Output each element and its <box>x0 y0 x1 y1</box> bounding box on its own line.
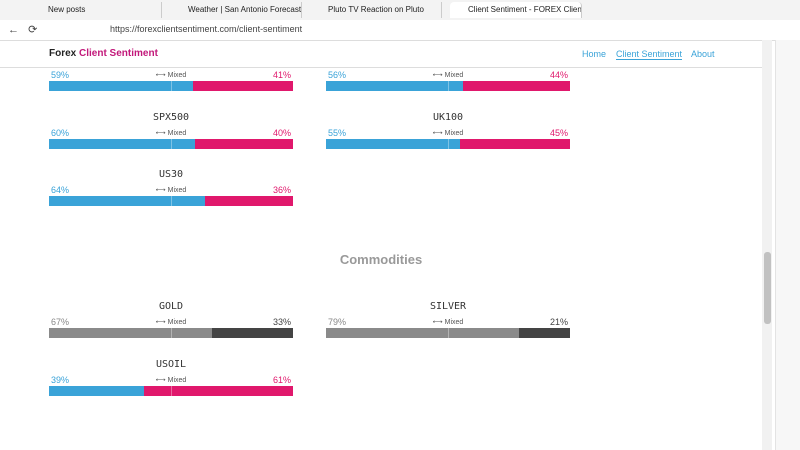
nav-link[interactable]: Home <box>582 49 607 59</box>
long-bar <box>49 386 145 396</box>
instrument-name: SILVER <box>429 301 467 312</box>
brand-accent[interactable]: Client Sentiment <box>79 48 158 59</box>
nav-link[interactable]: Client Sentiment <box>616 49 683 60</box>
instrument-name: USOIL <box>155 359 187 370</box>
nav-buttons[interactable]: ← ⟳ <box>8 24 38 36</box>
short-percent: 41% <box>272 70 291 80</box>
sentiment-label: ⟷ Mixed <box>155 130 187 137</box>
nav-link[interactable]: About <box>691 49 715 59</box>
long-percent: 64% <box>51 185 70 195</box>
midline <box>171 81 172 91</box>
long-bar <box>49 328 213 338</box>
short-bar <box>144 386 293 396</box>
instrument-name: UK100 <box>432 112 464 123</box>
sentiment-label: ⟷ Mixed <box>432 319 464 326</box>
short-bar <box>195 139 293 149</box>
midline <box>171 139 172 149</box>
sentiment-label: ⟷ Mixed <box>432 130 464 137</box>
long-bar <box>326 328 519 338</box>
long-percent: 39% <box>51 375 70 385</box>
instrument-name: SPX500 <box>152 112 190 123</box>
short-bar <box>192 81 293 91</box>
long-bar <box>326 81 463 91</box>
midline <box>448 139 449 149</box>
short-bar <box>460 139 570 149</box>
midline <box>448 81 449 91</box>
short-bar <box>462 81 570 91</box>
long-bar <box>49 139 196 149</box>
sentiment-label: ⟷ Mixed <box>155 319 187 326</box>
instrument-name: GOLD <box>158 301 184 312</box>
brand[interactable]: Forex <box>49 48 77 59</box>
long-percent: 59% <box>51 70 70 80</box>
short-percent: 36% <box>272 185 291 195</box>
scrollbar[interactable] <box>762 40 772 450</box>
sentiment-label: ⟷ Mixed <box>155 72 187 79</box>
tab[interactable]: New posts <box>30 2 162 18</box>
long-percent: 56% <box>328 70 347 80</box>
scroll-thumb[interactable] <box>764 252 771 324</box>
tab-bar: New posts Weather | San Antonio Forecast P… <box>0 0 800 20</box>
long-bar <box>49 81 193 91</box>
short-bar <box>205 196 293 206</box>
tab[interactable]: Pluto TV Reaction on Pluto <box>310 2 442 18</box>
long-percent: 55% <box>328 128 347 138</box>
address-bar: ← ⟳ https://forexclientsentiment.com/cli… <box>0 20 800 41</box>
site-header: Forex Client Sentiment Home Client Sentim… <box>0 41 762 68</box>
sidebar <box>775 40 800 450</box>
section-title: Commodities <box>339 252 423 267</box>
sentiment-label: ⟷ Mixed <box>155 377 187 384</box>
short-percent: 44% <box>549 70 568 80</box>
short-percent: 33% <box>272 317 291 327</box>
sentiment-label: ⟷ Mixed <box>155 187 187 194</box>
midline <box>171 328 172 338</box>
instrument-name: US30 <box>158 169 184 180</box>
url[interactable]: https://forexclientsentiment.com/client-… <box>110 24 303 34</box>
tab[interactable]: Weather | San Antonio Forecast <box>170 2 302 18</box>
long-percent: 60% <box>51 128 70 138</box>
long-bar <box>326 139 461 149</box>
short-bar <box>212 328 293 338</box>
midline <box>448 328 449 338</box>
tab[interactable]: Client Sentiment - FOREX Client <box>450 2 582 18</box>
short-percent: 45% <box>549 128 568 138</box>
long-percent: 67% <box>51 317 70 327</box>
short-percent: 21% <box>549 317 568 327</box>
long-bar <box>49 196 206 206</box>
sentiment-label: ⟷ Mixed <box>432 72 464 79</box>
midline <box>171 386 172 396</box>
midline <box>171 196 172 206</box>
short-percent: 40% <box>272 128 291 138</box>
short-bar <box>518 328 570 338</box>
long-percent: 79% <box>328 317 347 327</box>
short-percent: 61% <box>272 375 291 385</box>
